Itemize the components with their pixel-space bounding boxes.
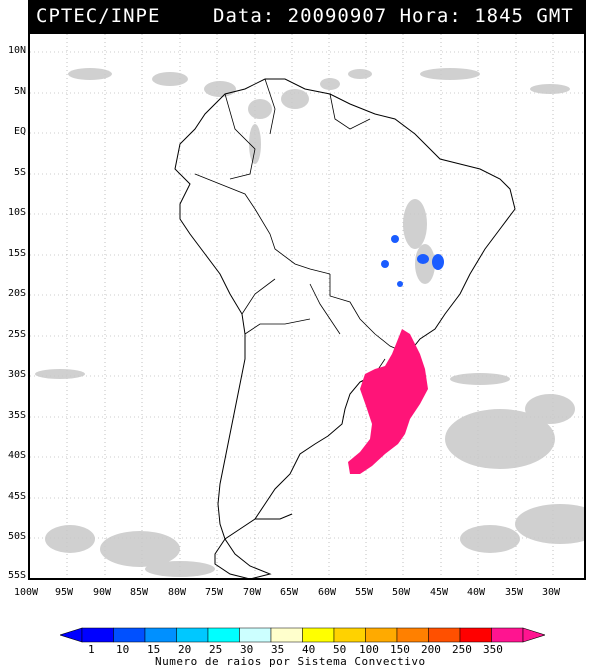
colorbar-swatch [207,627,240,643]
lat-label: 5S [13,167,26,178]
legend-tick: 50 [333,643,347,656]
legend-tick: 200 [421,643,441,656]
datetime-label: Data: 20090907 Hora: 1845 GMT [213,5,574,27]
colorbar-swatch [396,627,429,643]
lat-label: 10S [7,207,26,218]
colorbar-swatch [428,627,461,643]
lat-label: 15S [7,248,26,259]
legend-tick: 10 [116,643,130,656]
legend-tick: 30 [240,643,254,656]
colorbar-swatch [459,627,492,643]
legend-tick: 15 [147,643,161,656]
country-borders [194,78,409,383]
colorbar-swatch [239,627,272,643]
colorbar-title: Numero de raios por Sistema Convectivo [155,655,426,668]
lat-label: 45S [7,491,26,502]
lon-label: 65W [280,587,299,598]
map-frame [28,32,586,580]
lat-label: 50S [7,531,26,542]
colorbar-swatch [270,627,303,643]
legend-tick: 150 [390,643,410,656]
lon-label: 50W [392,587,411,598]
lon-label: 80W [168,587,187,598]
cloud-cover [35,68,584,577]
lon-label: 60W [318,587,337,598]
legend-tick: 40 [302,643,316,656]
lon-label: 95W [55,587,74,598]
colorbar-arrow-left [60,627,83,643]
legend-tick: 35 [271,643,285,656]
legend-tick: 350 [483,643,503,656]
lon-label: 30W [542,587,561,598]
storm-cluster-blue [381,235,444,287]
lon-label: 85W [130,587,149,598]
legend-tick: 1 [88,643,95,656]
colorbar-swatch [113,627,146,643]
lat-label: 30S [7,369,26,380]
lon-label: 100W [14,587,39,598]
source-label: CPTEC/INPE [36,5,161,27]
colorbar-swatch [365,627,398,643]
colorbar-swatch [491,627,524,643]
lat-label: 35S [7,410,26,421]
lat-label: EQ [13,126,26,137]
colorbar-swatch [144,627,177,643]
legend-tick: 100 [359,643,379,656]
lat-label: 55S [7,570,26,581]
lon-label: 90W [93,587,112,598]
storm-cluster-pink [348,329,428,474]
legend-tick: 20 [178,643,192,656]
legend-tick: 250 [452,643,472,656]
colorbar-swatch [302,627,335,643]
lat-label: 20S [7,288,26,299]
lat-label: 40S [7,450,26,461]
graticule [30,34,584,578]
lon-label: 75W [205,587,224,598]
lon-label: 70W [243,587,262,598]
lon-label: 45W [430,587,449,598]
colorbar-segments [81,627,524,643]
title-bar: CPTEC/INPE Data: 20090907 Hora: 1845 GMT [28,0,586,32]
colorbar-swatch [333,627,366,643]
colorbar-swatch [176,627,209,643]
lat-label: 25S [7,329,26,340]
colorbar-swatch [81,627,114,643]
lon-label: 55W [355,587,374,598]
map-canvas [30,34,584,578]
lat-label: 5N [13,86,26,97]
coastline [174,78,516,578]
color-bar [60,627,545,643]
colorbar-arrow-right [522,627,545,643]
legend-tick: 25 [209,643,223,656]
lon-label: 40W [467,587,486,598]
lat-label: 10N [7,45,26,56]
lon-label: 35W [505,587,524,598]
